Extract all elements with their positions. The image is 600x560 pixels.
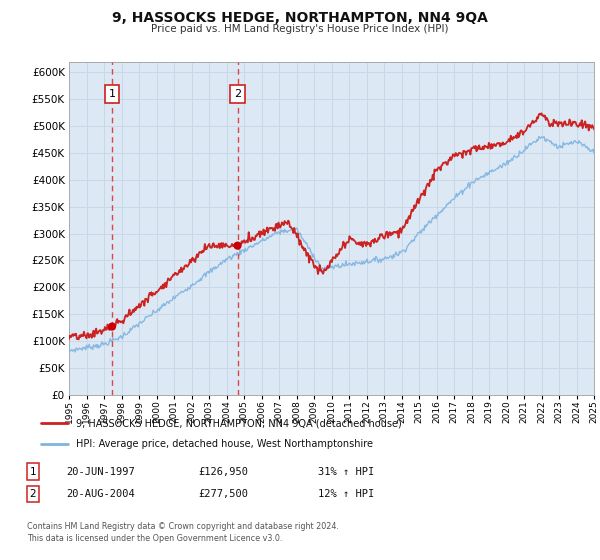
- Text: 12% ↑ HPI: 12% ↑ HPI: [318, 489, 374, 499]
- Text: 2: 2: [29, 489, 37, 499]
- Text: Contains HM Land Registry data © Crown copyright and database right 2024.
This d: Contains HM Land Registry data © Crown c…: [27, 522, 339, 543]
- Text: 2: 2: [234, 89, 241, 99]
- Text: 1: 1: [109, 89, 116, 99]
- Point: [107, 322, 117, 331]
- Text: Price paid vs. HM Land Registry's House Price Index (HPI): Price paid vs. HM Land Registry's House …: [151, 24, 449, 34]
- Text: 20-AUG-2004: 20-AUG-2004: [66, 489, 135, 499]
- Text: HPI: Average price, detached house, West Northamptonshire: HPI: Average price, detached house, West…: [76, 438, 373, 449]
- Text: 9, HASSOCKS HEDGE, NORTHAMPTON, NN4 9QA (detached house): 9, HASSOCKS HEDGE, NORTHAMPTON, NN4 9QA …: [76, 418, 402, 428]
- Text: £277,500: £277,500: [198, 489, 248, 499]
- Text: 1: 1: [29, 466, 37, 477]
- Text: £126,950: £126,950: [198, 466, 248, 477]
- Point: [233, 241, 242, 250]
- Text: 31% ↑ HPI: 31% ↑ HPI: [318, 466, 374, 477]
- Text: 20-JUN-1997: 20-JUN-1997: [66, 466, 135, 477]
- Text: 9, HASSOCKS HEDGE, NORTHAMPTON, NN4 9QA: 9, HASSOCKS HEDGE, NORTHAMPTON, NN4 9QA: [112, 11, 488, 25]
